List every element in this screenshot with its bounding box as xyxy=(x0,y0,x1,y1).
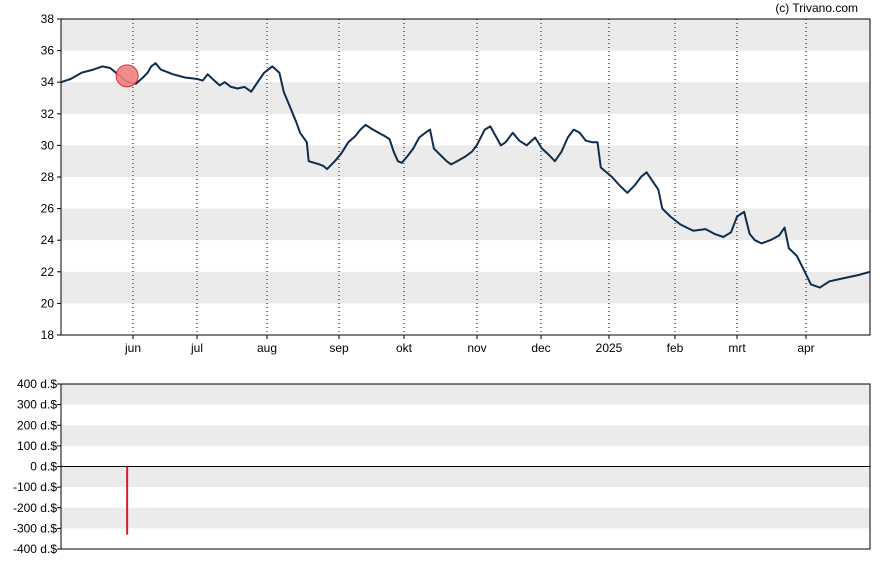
y-tick-label: 20 xyxy=(41,296,55,310)
x-tick-label: sep xyxy=(329,341,349,355)
grid-band xyxy=(61,145,870,177)
y-tick-label: 36 xyxy=(41,44,55,58)
y-tick-label: 0 d.$ xyxy=(30,460,57,474)
grid-band xyxy=(61,425,870,446)
price-line xyxy=(60,62,871,289)
y-tick-label: 18 xyxy=(41,328,55,342)
grid-band xyxy=(61,466,870,488)
grid-band xyxy=(61,82,870,114)
y-tick-label: -300 d.$ xyxy=(13,521,57,535)
y-tick-label: -200 d.$ xyxy=(13,501,57,515)
x-tick-label: jun xyxy=(124,341,141,355)
price-panel: 18 20 22 24 26 28 30 32 34 36 38 jun jul aug sep okt nov… xyxy=(41,12,871,355)
y-tick-label: 300 d.$ xyxy=(17,398,57,412)
grid-band xyxy=(61,271,870,304)
y-tick-label: 30 xyxy=(41,138,55,152)
y-tick-label: 400 d.$ xyxy=(17,377,57,391)
y-tick-label: 22 xyxy=(41,265,55,279)
x-tick-label: mrt xyxy=(728,341,746,355)
y-tick-label: -100 d.$ xyxy=(13,480,57,494)
grid-band xyxy=(61,208,870,241)
y-tick-label: 26 xyxy=(41,202,55,216)
trade-marker xyxy=(115,64,139,88)
y-tick-label: 38 xyxy=(41,12,55,26)
x-tick-label: 2025 xyxy=(596,341,623,355)
y-tick-label: 24 xyxy=(41,233,55,247)
grid-band xyxy=(61,19,870,51)
y-tick-label: 28 xyxy=(41,170,55,184)
x-tick-label: jul xyxy=(190,341,203,355)
y-tick-label: 32 xyxy=(41,107,55,121)
y-tick-label: 200 d.$ xyxy=(17,418,57,432)
grid-band xyxy=(61,384,870,405)
y-tick-label: -400 d.$ xyxy=(13,542,57,556)
x-tick-label: dec xyxy=(531,341,550,355)
x-tick-label: feb xyxy=(667,341,684,355)
x-tick-label: apr xyxy=(797,341,814,355)
x-tick-label: nov xyxy=(467,341,486,355)
y-tick-label: 100 d.$ xyxy=(17,439,57,453)
grid-band xyxy=(61,507,870,529)
credit-label: (c) Trivano.com xyxy=(775,1,858,15)
volume-panel: 400 d.$ 300 d.$ 200 d.$ 100 d.$ 0 d.$ -100 d.… xyxy=(13,377,871,556)
x-tick-label: okt xyxy=(396,341,413,355)
y-tick-label: 34 xyxy=(41,75,55,89)
x-tick-label: aug xyxy=(257,341,277,355)
